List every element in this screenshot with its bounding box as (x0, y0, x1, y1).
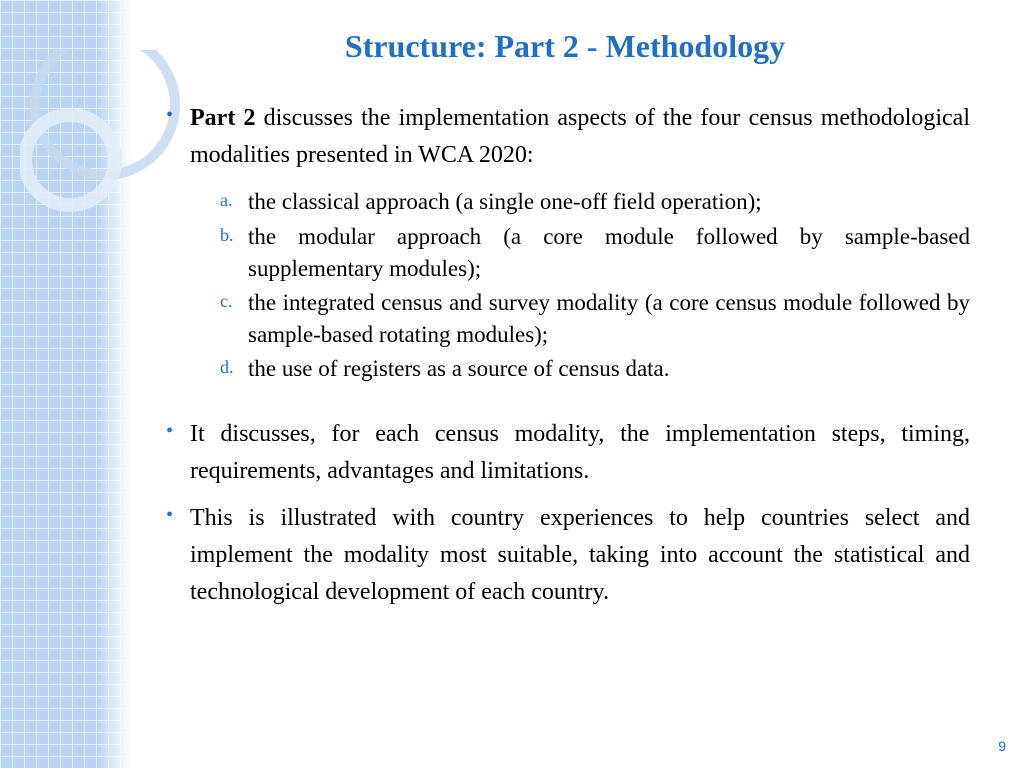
sub-item: the use of registers as a source of cens… (220, 353, 970, 385)
bullet-item: This is illustrated with country experie… (160, 500, 970, 612)
page-number: 9 (998, 738, 1006, 754)
spacer (160, 396, 970, 416)
sidebar-decoration (0, 0, 130, 768)
sub-list: the classical approach (a single one-off… (190, 186, 970, 385)
bullet-item: It discusses, for each census modality, … (160, 416, 970, 490)
bullet-text: discusses the implementation aspects of … (190, 105, 970, 168)
main-bullet-list: It discusses, for each census modality, … (160, 416, 970, 612)
sub-item: the modular approach (a core module foll… (220, 221, 970, 285)
bullet-item: Part 2 discusses the implementation aspe… (160, 100, 970, 386)
main-bullet-list: Part 2 discusses the implementation aspe… (160, 100, 970, 386)
slide-title: Structure: Part 2 - Methodology (160, 28, 970, 65)
bullet-lead-bold: Part 2 (190, 105, 255, 131)
sub-item: the integrated census and survey modalit… (220, 287, 970, 351)
grid-pattern (0, 0, 130, 768)
sub-item: the classical approach (a single one-off… (220, 186, 970, 218)
slide-content: Structure: Part 2 - Methodology Part 2 d… (150, 0, 1000, 768)
